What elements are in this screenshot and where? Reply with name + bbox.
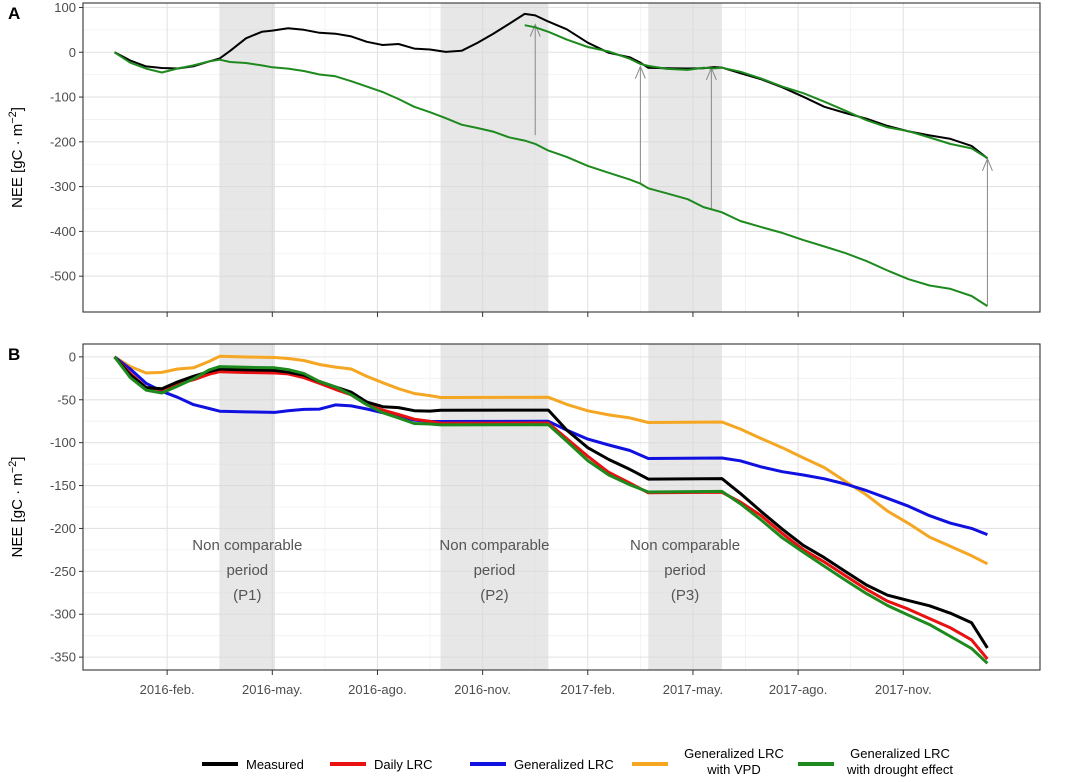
y-tick-label: 100 bbox=[54, 0, 76, 15]
y-tick-label: 0 bbox=[69, 45, 76, 60]
shaded-period-label: period bbox=[226, 562, 268, 579]
shaded-period-label: Non comparable bbox=[630, 537, 740, 554]
series-line-generalized-lrc-with-drought-effect bbox=[113, 51, 988, 307]
y-axis-label-close: ] bbox=[9, 107, 26, 111]
legend-item: Daily LRC bbox=[330, 757, 433, 772]
y-tick-label: -200 bbox=[50, 521, 76, 536]
y-tick-label: -50 bbox=[57, 392, 76, 407]
y-tick-label: -100 bbox=[50, 90, 76, 105]
legend-label: with VPD bbox=[706, 762, 760, 777]
shaded-period-p2 bbox=[440, 3, 549, 312]
shaded-period-label: (P2) bbox=[480, 587, 508, 604]
panel-letter: B bbox=[8, 345, 20, 364]
legend-label: Measured bbox=[246, 757, 304, 772]
y-tick-label: -200 bbox=[50, 134, 76, 149]
y-tick-label: -500 bbox=[50, 269, 76, 284]
panel-A: 100 0 -100 -200 -300 -400 -500 NEE [gC · m−2] A bbox=[7, 0, 1041, 317]
y-tick-label: -300 bbox=[50, 179, 76, 194]
shaded-period-label: (P1) bbox=[233, 587, 261, 604]
y-tick-label: -400 bbox=[50, 224, 76, 239]
legend-item: Generalized LRC bbox=[470, 757, 614, 772]
y-tick-label: -150 bbox=[50, 478, 76, 493]
legend-label: Generalized LRC bbox=[684, 746, 784, 761]
x-tick-label: 2017-feb. bbox=[560, 682, 615, 697]
legend-label: with drought effect bbox=[846, 762, 953, 777]
correction-arrow-head bbox=[981, 157, 993, 172]
y-tick-label: 0 bbox=[69, 349, 76, 364]
y-axis-label: NEE [gC · m−2] bbox=[7, 107, 26, 208]
shaded-period-p3 bbox=[648, 344, 722, 670]
series-line-generalized-lrc-with-drought-effect-corrected- bbox=[524, 24, 988, 160]
shaded-period-p2 bbox=[440, 344, 549, 670]
legend-item: Measured bbox=[202, 757, 304, 772]
y-tick-label: -350 bbox=[50, 650, 76, 665]
legend-label: Daily LRC bbox=[374, 757, 433, 772]
x-tick-label: 2016-may. bbox=[242, 682, 302, 697]
x-tick-label: 2017-ago. bbox=[769, 682, 828, 697]
x-tick-label: 2016-ago. bbox=[348, 682, 407, 697]
series-line-daily-lrc bbox=[113, 355, 989, 660]
shaded-period-label: period bbox=[474, 562, 516, 579]
y-axis-label-close: ] bbox=[9, 457, 26, 461]
series-line-generalized-lrc-with-drought-effect bbox=[113, 355, 989, 665]
shaded-period-label: Non comparable bbox=[192, 537, 302, 554]
panel-border bbox=[82, 2, 1041, 313]
y-tick-label: -100 bbox=[50, 435, 76, 450]
y-axis-label-superscript: −2 bbox=[7, 111, 19, 124]
x-tick-label: 2017-nov. bbox=[875, 682, 932, 697]
series-line-measured bbox=[113, 355, 989, 649]
panel-border bbox=[82, 343, 1041, 671]
correction-arrow-head bbox=[634, 65, 646, 79]
legend: Measured Daily LRC Generalized LRCGenerali… bbox=[202, 746, 953, 777]
shaded-period-label: Non comparable bbox=[439, 537, 549, 554]
shaded-period-p1 bbox=[219, 3, 275, 312]
panel-B: Non comparable period (P1) Non comparable pe… bbox=[7, 343, 1041, 697]
series-line-measured bbox=[114, 12, 989, 160]
y-axis-label: NEE [gC · m−2] bbox=[7, 457, 26, 558]
legend-label: Generalized LRC bbox=[514, 757, 614, 772]
y-axis-label-superscript: −2 bbox=[7, 461, 19, 474]
y-axis-label-main: NEE [gC · m bbox=[9, 124, 26, 208]
x-tick-label: 2017-may. bbox=[663, 682, 723, 697]
shaded-period-label: (P3) bbox=[671, 587, 699, 604]
series-line-generalized-lrc bbox=[113, 355, 988, 536]
shaded-period-p3 bbox=[648, 3, 722, 312]
panel-letter: A bbox=[8, 4, 20, 23]
y-axis-label-main: NEE [gC · m bbox=[9, 473, 26, 557]
y-tick-label: -300 bbox=[50, 607, 76, 622]
correction-arrow-head bbox=[529, 23, 541, 37]
y-tick-label: -250 bbox=[50, 564, 76, 579]
legend-label: Generalized LRC bbox=[850, 746, 950, 761]
shaded-period-p1 bbox=[219, 344, 275, 670]
x-tick-label: 2016-nov. bbox=[454, 682, 511, 697]
shaded-period-label: period bbox=[664, 562, 706, 579]
x-tick-label: 2016-feb. bbox=[140, 682, 195, 697]
